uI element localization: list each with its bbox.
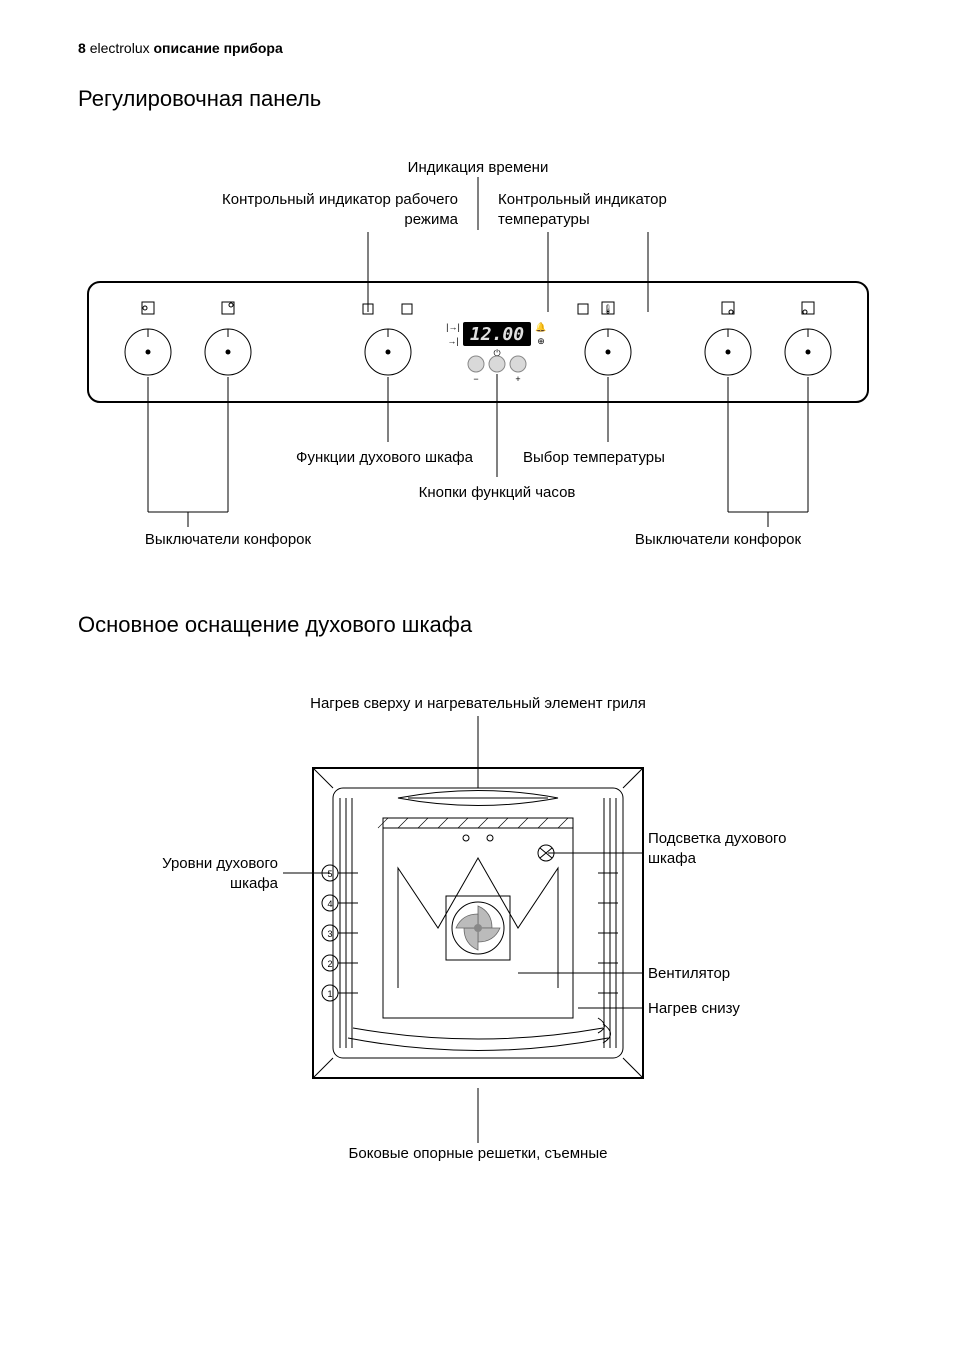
oven-function-knob [363, 304, 412, 375]
level-1: 1 [327, 989, 332, 999]
light-label-l1: Подсветка духового [648, 830, 787, 847]
svg-text:🔔: 🔔 [535, 322, 546, 332]
level-4: 4 [327, 899, 332, 909]
top-heat-label: Нагрев сверху и нагревательный элемент г… [310, 695, 646, 712]
svg-text:→|: →| [447, 336, 458, 346]
clock-buttons-label: Кнопки функций часов [419, 484, 576, 501]
manual-page: 8 electrolux описание прибора Регулирово… [0, 0, 954, 1352]
time-display-value: 12.00 [470, 324, 524, 345]
temperature-knob: 🌡 [578, 302, 631, 375]
oven-cavity: 5 4 3 2 1 [313, 768, 643, 1078]
light-label-l2: шкафа [648, 850, 697, 867]
control-panel-title: Регулировочная панель [78, 86, 876, 112]
mode-indicator-label-l1: Контрольный индикатор рабочего [222, 191, 458, 208]
brand-name: electrolux [90, 40, 150, 56]
clock-button-mode [489, 356, 505, 372]
burner-knob-1 [125, 302, 171, 375]
svg-text:−: − [473, 374, 478, 384]
svg-text:🌡: 🌡 [602, 304, 613, 314]
levels-label-l2: шкафа [230, 875, 279, 892]
clock-button-plus [510, 356, 526, 372]
header-section: описание прибора [154, 40, 283, 56]
clock-button-minus [468, 356, 484, 372]
fan-label: Вентилятор [648, 965, 730, 982]
svg-text:|→|: |→| [446, 322, 460, 332]
svg-text:⏻: ⏻ [493, 348, 500, 358]
burner-switches-left-label: Выключатели конфорок [145, 531, 312, 548]
svg-text:⊕: ⊕ [537, 336, 545, 346]
burner-switches-right-label: Выключатели конфорок [635, 531, 802, 548]
mode-indicator-label-l2: режима [404, 211, 458, 228]
oven-functions-label: Функции духового шкафа [296, 449, 474, 466]
oven-diagram: Нагрев сверху и нагревательный элемент г… [78, 668, 878, 1198]
level-5: 5 [327, 869, 332, 879]
burner-knob-3 [705, 302, 751, 375]
control-panel-diagram: Индикация времени Контрольный индикатор … [78, 142, 878, 572]
levels-label-l1: Уровни духового [162, 855, 278, 872]
burner-knob-4 [785, 302, 831, 375]
page-header: 8 electrolux описание прибора [78, 40, 876, 56]
level-3: 3 [327, 929, 332, 939]
side-racks-label: Боковые опорные решетки, съемные [349, 1145, 608, 1162]
temp-indicator-label-l1: Контрольный индикатор [498, 191, 667, 208]
bottom-heat-label: Нагрев снизу [648, 1000, 740, 1017]
svg-text:+: + [515, 374, 520, 384]
burner-knob-2 [205, 302, 251, 375]
level-2: 2 [327, 959, 332, 969]
time-indication-label: Индикация времени [408, 159, 549, 176]
oven-equipment-title: Основное оснащение духового шкафа [78, 612, 876, 638]
temp-indicator-label-l2: температуры [498, 211, 590, 228]
page-number: 8 [78, 40, 86, 56]
temp-select-label: Выбор температуры [523, 449, 665, 466]
